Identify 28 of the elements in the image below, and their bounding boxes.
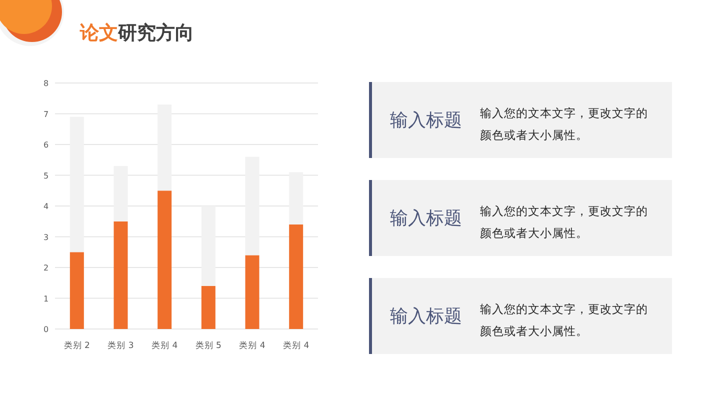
y-tick-label: 7 bbox=[43, 110, 49, 119]
x-tick-label: 类别 4 bbox=[152, 340, 178, 351]
text: 输入您的文本文字，更改文字的颜色或者大小属性。 bbox=[480, 105, 649, 144]
x-tick-label: 类别 3 bbox=[108, 340, 134, 351]
bar bbox=[114, 221, 128, 329]
text: 输入标题 bbox=[390, 109, 462, 132]
bar bbox=[70, 252, 84, 329]
bar bbox=[201, 286, 216, 329]
x-tick-label: 类别 4 bbox=[239, 340, 266, 351]
y-tick-label: 5 bbox=[43, 171, 49, 180]
x-tick-label: 类别 5 bbox=[195, 340, 222, 351]
text: 输入您的文本文字，更改文字的颜色或者大小属性。 bbox=[480, 301, 649, 340]
chart-title: 论文研究方向 bbox=[79, 22, 194, 44]
y-tick-label: 1 bbox=[43, 294, 49, 304]
x-tick-label: 类别 2 bbox=[64, 340, 90, 351]
bar bbox=[289, 224, 304, 329]
x-tick-label: 类别 4 bbox=[283, 340, 310, 351]
bar bbox=[158, 190, 172, 329]
y-tick-label: 0 bbox=[43, 325, 49, 334]
y-tick-label: 3 bbox=[43, 232, 49, 242]
text: 输入您的文本文字，更改文字的颜色或者大小属性。 bbox=[480, 203, 649, 242]
bar bbox=[245, 255, 260, 329]
text: 输入标题 bbox=[390, 305, 462, 328]
y-tick-label: 2 bbox=[43, 264, 49, 272]
text: 输入标题 bbox=[390, 207, 462, 230]
y-tick-label: 8 bbox=[43, 79, 49, 88]
y-tick-label: 6 bbox=[43, 140, 49, 150]
y-tick-label: 4 bbox=[43, 202, 49, 211]
